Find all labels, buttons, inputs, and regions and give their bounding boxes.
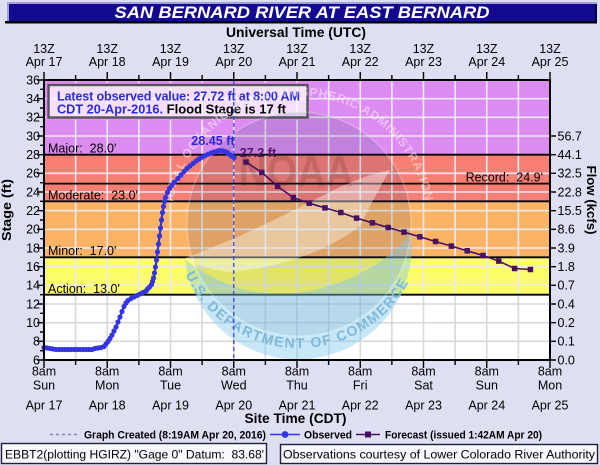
svg-text:EBBT2(plotting HGIRZ) "Gage 0": EBBT2(plotting HGIRZ) "Gage 0" Datum: 83… xyxy=(5,447,264,461)
svg-text:8.6: 8.6 xyxy=(558,223,575,237)
svg-text:18: 18 xyxy=(26,241,40,255)
svg-text:NOAA: NOAA xyxy=(239,147,354,196)
svg-text:Apr 23: Apr 23 xyxy=(405,55,442,69)
svg-text:22.8: 22.8 xyxy=(558,185,582,199)
svg-text:Apr 24: Apr 24 xyxy=(468,399,505,413)
svg-text:Thu: Thu xyxy=(286,379,308,393)
svg-text:Action: 13.0': Action: 13.0' xyxy=(48,282,120,296)
svg-text:Stage (ft): Stage (ft) xyxy=(0,179,14,241)
svg-text:Apr 19: Apr 19 xyxy=(152,55,189,69)
svg-text:Apr 21: Apr 21 xyxy=(279,55,316,69)
svg-text:28.45 ft: 28.45 ft xyxy=(191,134,235,148)
svg-text:Graph Created (8:19AM Apr 20,: Graph Created (8:19AM Apr 20, 2016) xyxy=(84,430,266,442)
svg-text:8am: 8am xyxy=(285,365,309,379)
svg-text:CDT 20-Apr-2016. Flood Stage i: CDT 20-Apr-2016. Flood Stage is 17 ft xyxy=(57,103,287,117)
svg-text:Apr 22: Apr 22 xyxy=(342,55,379,69)
svg-text:13Z: 13Z xyxy=(413,42,435,56)
svg-text:8am: 8am xyxy=(222,365,246,379)
svg-text:0.2: 0.2 xyxy=(558,316,575,330)
svg-text:20: 20 xyxy=(26,223,40,237)
svg-text:Apr 19: Apr 19 xyxy=(152,399,189,413)
svg-text:Apr 25: Apr 25 xyxy=(532,55,569,69)
svg-text:14: 14 xyxy=(26,279,40,293)
svg-text:44.1: 44.1 xyxy=(558,148,582,162)
svg-text:16: 16 xyxy=(26,260,40,274)
svg-text:Mon: Mon xyxy=(538,379,562,393)
svg-text:13Z: 13Z xyxy=(476,42,498,56)
svg-text:Forecast (issued 1:42AM Apr 20: Forecast (issued 1:42AM Apr 20) xyxy=(385,430,542,442)
svg-text:0.4: 0.4 xyxy=(558,297,575,311)
svg-text:8am: 8am xyxy=(348,365,372,379)
svg-text:Universal Time (UTC): Universal Time (UTC) xyxy=(226,25,366,40)
svg-text:13Z: 13Z xyxy=(286,42,308,56)
svg-text:Apr 23: Apr 23 xyxy=(405,399,442,413)
svg-text:0.0: 0.0 xyxy=(558,353,575,367)
svg-text:0.7: 0.7 xyxy=(558,279,575,293)
svg-text:13Z: 13Z xyxy=(160,42,182,56)
svg-text:12: 12 xyxy=(26,297,40,311)
svg-text:Fri: Fri xyxy=(353,379,368,393)
svg-text:10: 10 xyxy=(26,316,40,330)
svg-text:26: 26 xyxy=(26,167,40,181)
svg-text:Mon: Mon xyxy=(95,379,119,393)
svg-text:6: 6 xyxy=(33,353,40,367)
svg-text:Apr 24: Apr 24 xyxy=(468,55,505,69)
svg-text:8am: 8am xyxy=(95,365,119,379)
svg-text:Observed: Observed xyxy=(304,430,352,442)
svg-text:22: 22 xyxy=(26,204,40,218)
svg-text:Apr 18: Apr 18 xyxy=(89,399,126,413)
svg-text:0.1: 0.1 xyxy=(558,335,575,349)
svg-text:Latest observed value: 27.72 f: Latest observed value: 27.72 ft at 8:00 … xyxy=(57,90,300,104)
svg-text:Observations courtesy of Lower: Observations courtesy of Lower Colorado … xyxy=(283,447,596,461)
svg-text:Apr 25: Apr 25 xyxy=(532,399,569,413)
svg-text:13Z: 13Z xyxy=(33,42,55,56)
svg-text:Moderate: 23.0': Moderate: 23.0' xyxy=(48,188,138,202)
svg-text:Sat: Sat xyxy=(414,379,433,393)
svg-text:Wed: Wed xyxy=(221,379,247,393)
svg-text:Apr 21: Apr 21 xyxy=(279,399,316,413)
svg-text:56.7: 56.7 xyxy=(558,129,582,143)
svg-text:8: 8 xyxy=(33,335,40,349)
svg-text:36: 36 xyxy=(26,73,40,87)
svg-text:13Z: 13Z xyxy=(96,42,118,56)
svg-text:Sun: Sun xyxy=(476,379,498,393)
svg-text:Apr 17: Apr 17 xyxy=(26,399,63,413)
svg-text:27.2 ft: 27.2 ft xyxy=(240,146,277,160)
svg-text:32: 32 xyxy=(26,111,40,125)
svg-text:Tue: Tue xyxy=(160,379,181,393)
svg-text:8am: 8am xyxy=(411,365,435,379)
svg-text:34: 34 xyxy=(26,92,40,106)
svg-text:Record: 24.9': Record: 24.9' xyxy=(466,171,543,185)
svg-text:8am: 8am xyxy=(158,365,182,379)
svg-text:28: 28 xyxy=(26,148,40,162)
svg-text:1.8: 1.8 xyxy=(558,260,575,274)
svg-text:15.5: 15.5 xyxy=(558,204,582,218)
svg-text:Major: 28.0': Major: 28.0' xyxy=(48,141,116,155)
svg-text:13Z: 13Z xyxy=(223,42,245,56)
svg-text:Apr 18: Apr 18 xyxy=(89,55,126,69)
svg-text:32.5: 32.5 xyxy=(558,167,582,181)
svg-text:8am: 8am xyxy=(475,365,499,379)
svg-text:Apr 17: Apr 17 xyxy=(26,55,63,69)
svg-text:Apr 20: Apr 20 xyxy=(215,399,252,413)
svg-text:Apr 20: Apr 20 xyxy=(215,55,252,69)
svg-text:8am: 8am xyxy=(538,365,562,379)
svg-text:13Z: 13Z xyxy=(539,42,561,56)
svg-text:24: 24 xyxy=(26,185,40,199)
svg-text:Apr 22: Apr 22 xyxy=(342,399,379,413)
svg-text:30: 30 xyxy=(26,129,40,143)
svg-text:Minor: 17.0': Minor: 17.0' xyxy=(48,244,116,258)
svg-text:8am: 8am xyxy=(32,365,56,379)
svg-text:3.9: 3.9 xyxy=(558,241,575,255)
svg-text:Flow (kcfs): Flow (kcfs) xyxy=(584,166,599,235)
svg-text:SAN BERNARD RIVER AT EAST BERN: SAN BERNARD RIVER AT EAST BERNARD xyxy=(115,4,490,22)
svg-text:Sun: Sun xyxy=(33,379,55,393)
svg-text:13Z: 13Z xyxy=(349,42,371,56)
svg-text:Site Time (CDT): Site Time (CDT) xyxy=(245,411,347,426)
